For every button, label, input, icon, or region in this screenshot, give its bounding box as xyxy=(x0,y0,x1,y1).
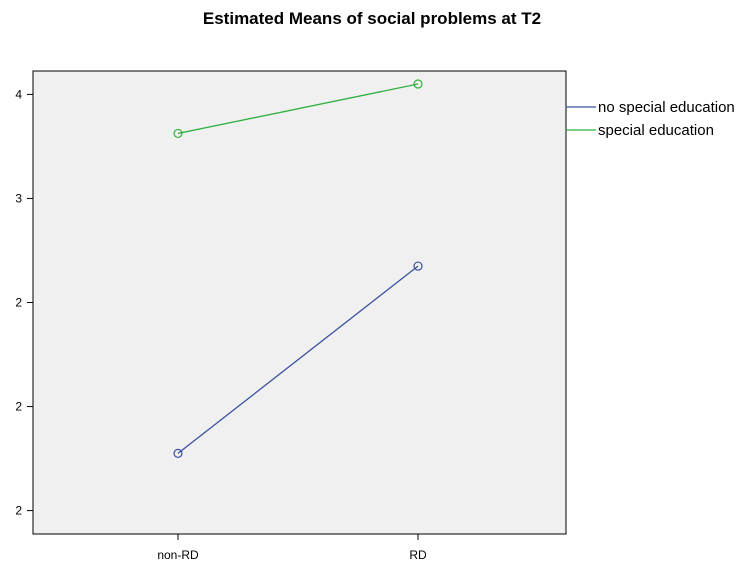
series-line-0 xyxy=(177,265,419,454)
data-point xyxy=(173,128,183,139)
series-layer xyxy=(173,79,423,458)
plot-area xyxy=(32,70,567,535)
series-line-1 xyxy=(177,83,419,135)
legend-label: special education xyxy=(598,122,714,139)
legend-label: no special education xyxy=(598,99,735,116)
x-tick-label: non-RD xyxy=(157,548,199,562)
x-axis: non-RD RD xyxy=(157,534,427,562)
y-tick-label: 2 xyxy=(15,296,22,310)
data-point xyxy=(413,261,423,271)
legend: no special education special education xyxy=(566,99,735,139)
y-tick-label: 2 xyxy=(15,400,22,414)
data-point xyxy=(173,448,183,458)
y-tick-label: 2 xyxy=(15,504,22,518)
y-axis: 2 2 2 3 4 xyxy=(15,87,33,518)
y-tick-label: 4 xyxy=(15,87,22,101)
y-tick-label: 3 xyxy=(15,191,22,205)
chart-title: Estimated Means of social problems at T2 xyxy=(203,9,541,28)
x-tick-label: RD xyxy=(409,548,427,562)
data-point xyxy=(413,79,423,89)
